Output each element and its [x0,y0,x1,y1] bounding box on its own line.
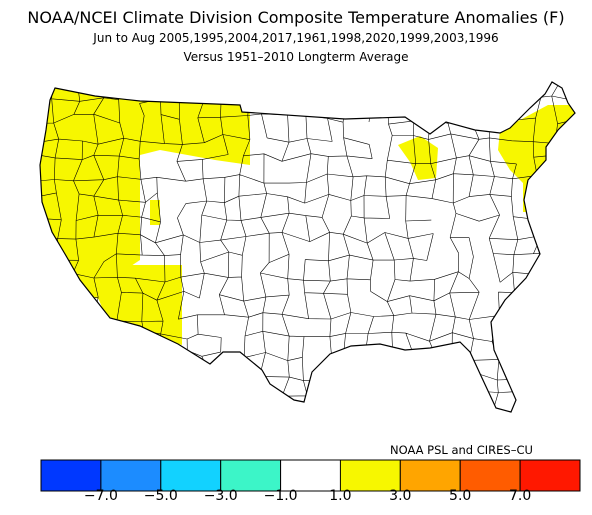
legend-tick-label: 3.0 [389,488,412,504]
legend-color-box [339,459,401,492]
warm-anomaly-divisions [40,82,575,412]
legend-tick-label: 1.0 [329,488,352,504]
map-title: NOAA/NCEI Climate Division Composite Tem… [27,8,565,27]
legend-color-box [459,459,521,492]
legend-color-box [399,459,461,492]
legend-tick-label: −7.0 [83,488,118,504]
legend-tick-label: 7.0 [508,488,532,504]
legend-tick-label: −3.0 [203,488,238,504]
legend-tick-label: 5.0 [449,488,472,504]
legend-tick-label: −5.0 [143,488,178,504]
legend-color-box [40,459,102,492]
legend-color-box [100,459,162,492]
legend-color-box [220,459,282,492]
us-climate-division-map [39,81,576,413]
credit-label: NOAA PSL and CIRES–CU [390,443,533,457]
legend-color-box [280,459,342,492]
legend-color-box [519,459,581,492]
legend-tick-label: −1.0 [263,488,298,504]
map-subtitle-years: Jun to Aug 2005,1995,2004,2017,1961,1998… [93,31,499,45]
legend-color-box [160,459,222,492]
map-subtitle-baseline: Versus 1951–2010 Longterm Average [183,50,409,64]
